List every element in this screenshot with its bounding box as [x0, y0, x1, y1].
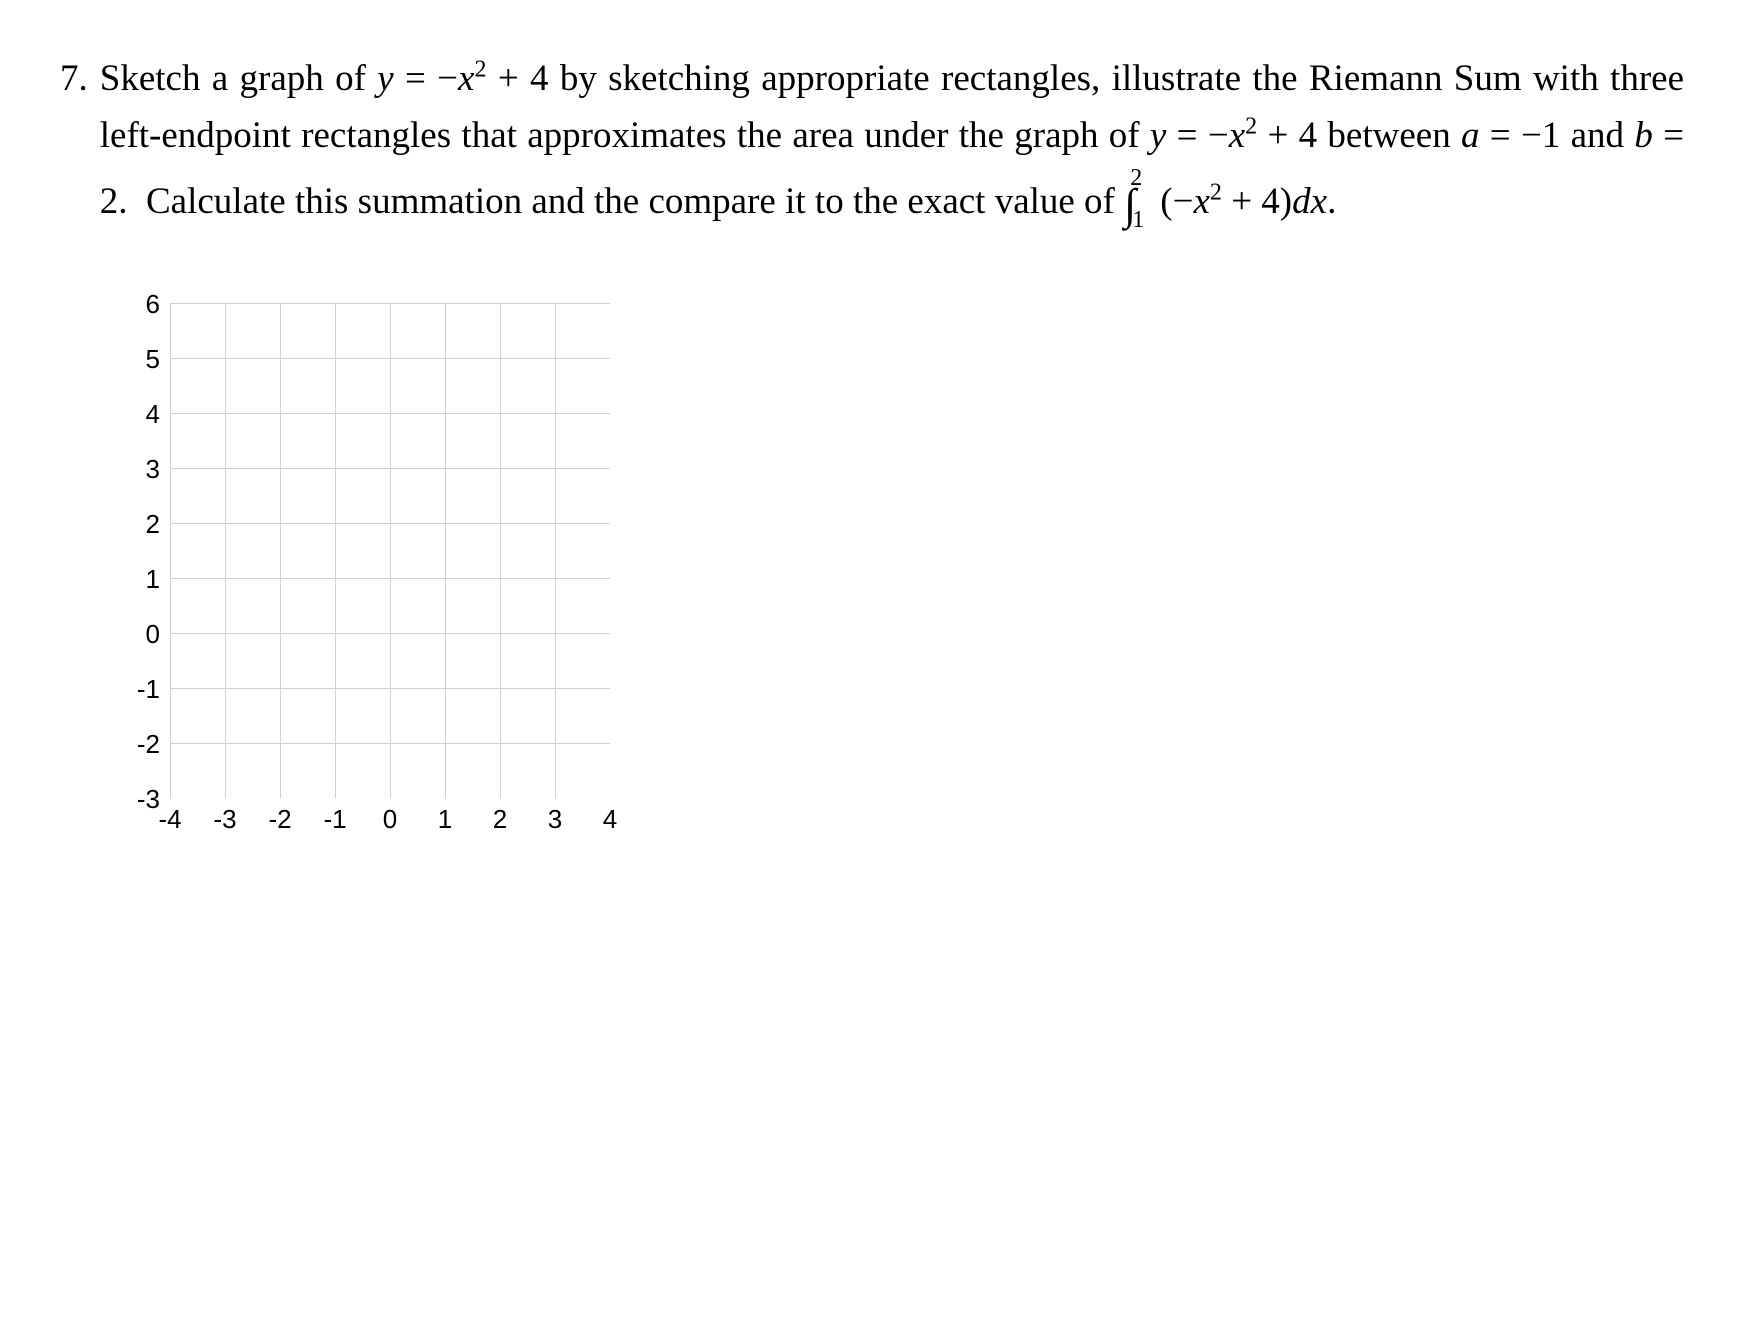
- x-axis-label: -3: [205, 804, 245, 835]
- coordinate-grid: 6543210-1-2-3-4-3-2-101234: [120, 303, 610, 838]
- page: 7. Sketch a graph of y = −x2 + 4 by sket…: [0, 0, 1744, 1328]
- x-axis-label: 0: [370, 804, 410, 835]
- y-axis-label: 4: [120, 399, 160, 430]
- y-axis-label: 2: [120, 509, 160, 540]
- x-axis-label: 1: [425, 804, 465, 835]
- grid-container: 6543210-1-2-3-4-3-2-101234: [120, 303, 720, 838]
- problem-block: 7. Sketch a graph of y = −x2 + 4 by sket…: [60, 50, 1684, 233]
- x-axis-label: -1: [315, 804, 355, 835]
- x-axis-label: 3: [535, 804, 575, 835]
- y-axis-label: -2: [120, 729, 160, 760]
- problem-number: 7.: [60, 50, 100, 107]
- x-axis-label: 2: [480, 804, 520, 835]
- y-axis-label: 6: [120, 289, 160, 320]
- x-axis-label: 4: [590, 804, 630, 835]
- y-axis-label: 5: [120, 344, 160, 375]
- y-axis-label: 0: [120, 619, 160, 650]
- problem-text: Sketch a graph of y = −x2 + 4 by sketchi…: [100, 50, 1684, 233]
- grid-lines: [170, 303, 610, 798]
- x-axis-label: -2: [260, 804, 300, 835]
- y-axis-label: 1: [120, 564, 160, 595]
- x-axis-label: -4: [150, 804, 190, 835]
- y-axis-label: -1: [120, 674, 160, 705]
- y-axis-label: 3: [120, 454, 160, 485]
